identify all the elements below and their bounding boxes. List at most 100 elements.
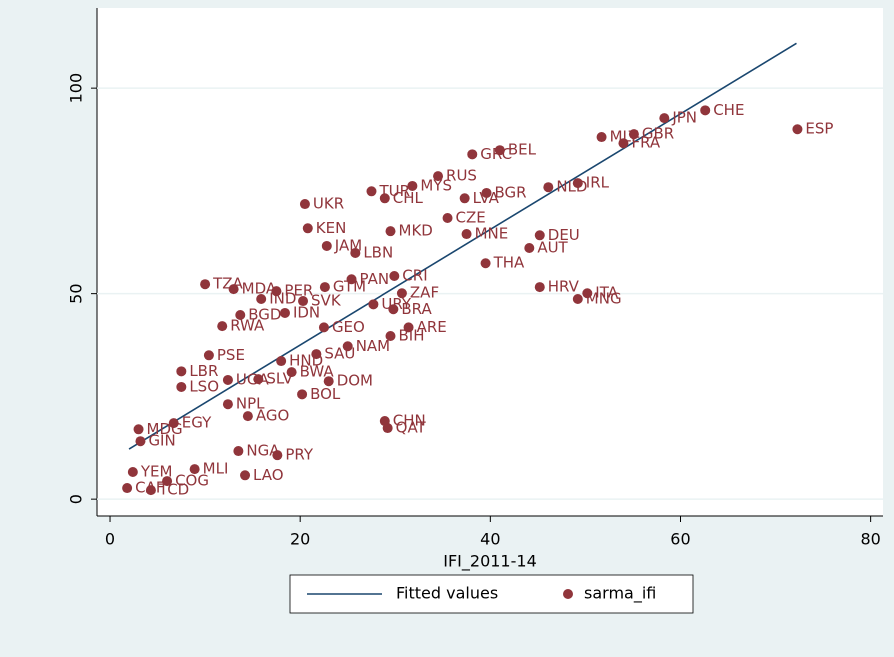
point-label: GEO bbox=[332, 318, 365, 336]
point-label: GIN bbox=[148, 432, 175, 450]
point-label: ITA bbox=[595, 284, 618, 302]
point bbox=[271, 286, 282, 297]
point bbox=[407, 180, 418, 191]
point bbox=[582, 288, 593, 299]
point-label: NAM bbox=[356, 337, 390, 355]
point-label: UGA bbox=[236, 370, 270, 388]
point-label: GTM bbox=[333, 278, 366, 296]
x-tick-label: 0 bbox=[105, 530, 115, 549]
point bbox=[276, 356, 287, 367]
point bbox=[189, 464, 200, 475]
point bbox=[467, 149, 478, 160]
point bbox=[700, 105, 711, 116]
point bbox=[366, 186, 377, 197]
point-label: HND bbox=[289, 352, 323, 370]
point-label: PRY bbox=[285, 446, 314, 464]
point bbox=[302, 223, 313, 234]
point bbox=[659, 113, 670, 124]
point-label: SVK bbox=[311, 292, 342, 310]
point-label: MLT bbox=[610, 128, 639, 146]
point-label: IRL bbox=[586, 174, 610, 192]
point-label: JPN bbox=[671, 109, 697, 127]
point bbox=[572, 293, 583, 304]
point-label: IDN bbox=[293, 303, 320, 321]
point-label: LBR bbox=[189, 362, 218, 380]
point bbox=[127, 467, 138, 478]
point bbox=[389, 270, 400, 281]
point-label: BIH bbox=[399, 326, 425, 344]
point bbox=[135, 436, 146, 447]
point bbox=[628, 129, 639, 140]
point-label: BOL bbox=[310, 385, 341, 403]
point-label: IND bbox=[269, 289, 296, 307]
point bbox=[145, 485, 156, 496]
point-label: BRA bbox=[401, 300, 432, 318]
fitted-line bbox=[128, 42, 797, 450]
point-label: MNE bbox=[475, 225, 509, 243]
point bbox=[217, 321, 228, 332]
point-label: LAO bbox=[253, 466, 284, 484]
point bbox=[442, 213, 453, 224]
point bbox=[235, 310, 246, 321]
x-tick-label: 20 bbox=[290, 530, 310, 549]
point bbox=[792, 124, 803, 135]
point bbox=[385, 330, 396, 341]
point bbox=[368, 299, 379, 310]
point bbox=[388, 304, 399, 315]
point-label: CHN bbox=[393, 412, 426, 430]
point-label: MNG bbox=[586, 289, 622, 307]
point-label: PSE bbox=[217, 346, 245, 364]
point-label: TZA bbox=[212, 275, 243, 293]
point-label: NGA bbox=[246, 442, 280, 460]
point bbox=[176, 381, 187, 392]
legend-label: sarma_ifi bbox=[584, 584, 656, 604]
point bbox=[311, 349, 322, 360]
point bbox=[534, 282, 545, 293]
point-label: CHL bbox=[393, 189, 424, 207]
point-label: LBN bbox=[363, 243, 393, 261]
point-label: CHE bbox=[713, 101, 744, 119]
point bbox=[534, 230, 545, 241]
point bbox=[350, 247, 361, 258]
point bbox=[203, 350, 214, 361]
point bbox=[524, 243, 535, 254]
point bbox=[459, 193, 470, 204]
point-label: CRI bbox=[402, 266, 427, 284]
point-label: AUT bbox=[537, 239, 568, 257]
point-label: FRA bbox=[631, 134, 660, 152]
x-tick-label: 40 bbox=[480, 530, 500, 549]
point bbox=[272, 450, 283, 461]
point-label: CAF bbox=[135, 479, 164, 497]
point bbox=[321, 240, 332, 251]
point-label: QAT bbox=[396, 419, 427, 437]
point bbox=[396, 288, 407, 299]
point bbox=[572, 178, 583, 189]
point bbox=[299, 199, 310, 210]
point-label: NPL bbox=[236, 395, 265, 413]
point bbox=[168, 418, 179, 429]
point bbox=[122, 483, 133, 494]
point-label: CZE bbox=[456, 209, 486, 227]
point bbox=[233, 446, 244, 457]
point bbox=[403, 322, 414, 333]
point bbox=[433, 171, 444, 182]
point bbox=[494, 145, 505, 156]
point-label: BEL bbox=[508, 141, 537, 159]
point bbox=[176, 366, 187, 377]
point bbox=[279, 307, 290, 318]
point-label: HRV bbox=[548, 278, 580, 296]
x-tick-label: 60 bbox=[670, 530, 690, 549]
point bbox=[222, 399, 233, 410]
point-label: MKD bbox=[399, 222, 433, 240]
point bbox=[481, 187, 492, 198]
point-label: BWA bbox=[300, 363, 335, 381]
x-axis-title: IFI_2011-14 bbox=[443, 552, 537, 572]
point-label: YEM bbox=[140, 463, 173, 481]
point bbox=[228, 284, 239, 295]
point-label: ARE bbox=[417, 318, 447, 336]
point-label: MYS bbox=[420, 176, 452, 194]
point-label: LSO bbox=[189, 377, 219, 395]
point bbox=[200, 279, 211, 290]
point-label: EGY bbox=[182, 414, 212, 432]
